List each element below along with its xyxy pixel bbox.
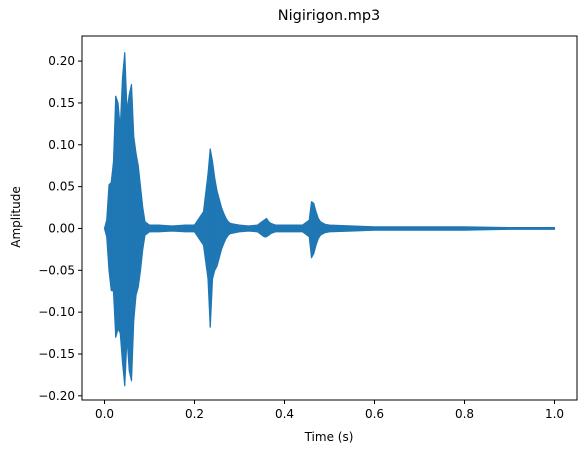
y-axis-label: Amplitude (9, 186, 23, 248)
x-axis-label: Time (s) (304, 430, 354, 444)
x-tick-label-4: 0.8 (455, 407, 474, 421)
y-tick-label-0: −0.20 (38, 389, 75, 403)
x-tick-label-5: 1.0 (545, 407, 564, 421)
plot-area (103, 52, 556, 387)
x-tick-label-1: 0.2 (185, 407, 204, 421)
y-tick-label-1: −0.15 (38, 347, 75, 361)
y-tick-label-4: 0.00 (48, 221, 75, 235)
y-tick-label-5: 0.05 (48, 180, 75, 194)
y-tick-label-7: 0.15 (48, 96, 75, 110)
y-tick-label-2: −0.10 (38, 305, 75, 319)
axes-frame (81, 35, 578, 401)
y-tick-label-3: −0.05 (38, 263, 75, 277)
chart-title: Nigirigon.mp3 (278, 8, 381, 24)
x-tick-label-0: 0.0 (95, 407, 114, 421)
ticks: 0.0 0.2 0.4 0.6 0.8 1.0 −0.20 −0.15 −0.10 −0.05 0.… (38, 54, 564, 421)
x-tick-label-2: 0.4 (275, 407, 294, 421)
x-tick-label-3: 0.6 (365, 407, 384, 421)
y-tick-label-8: 0.20 (48, 54, 75, 68)
y-tick-label-6: 0.10 (48, 138, 75, 152)
